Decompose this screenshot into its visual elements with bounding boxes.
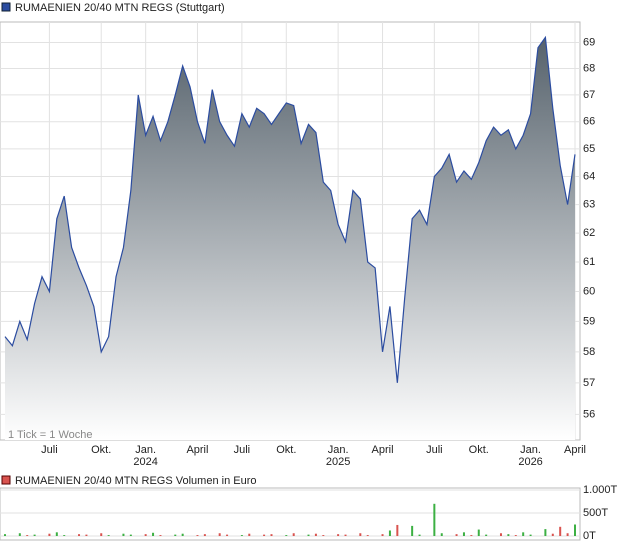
volume-bar (181, 533, 184, 536)
volume-bar (381, 534, 384, 536)
y-tick-label: 59 (583, 315, 595, 327)
volume-bar (4, 534, 6, 536)
y-tick-label: 64 (583, 170, 595, 182)
volume-bar (263, 534, 266, 536)
volume-bar (514, 535, 517, 536)
volume-bar (388, 530, 391, 536)
volume-bar (270, 534, 273, 536)
volume-title: RUMAENIEN 20/40 MTN REGS Volumen in Euro (15, 475, 256, 487)
volume-bar (129, 534, 132, 536)
volume-bar (559, 526, 562, 536)
volume-bar (574, 524, 576, 536)
y-tick-label: 65 (583, 143, 595, 155)
y-tick-label: 56 (583, 408, 595, 420)
volume-bar (314, 533, 317, 536)
y-tick-label: 60 (583, 285, 595, 297)
volume-bar (551, 533, 554, 536)
y-tick-label: 69 (583, 36, 595, 48)
volume-bar (566, 533, 569, 536)
volume-bar (433, 503, 436, 536)
volume-bar (307, 534, 310, 536)
volume-bar (440, 533, 443, 536)
legend-swatch (1, 2, 11, 12)
volume-bar (63, 535, 66, 536)
volume-bar (499, 533, 502, 536)
y-tick-label: 500T (583, 507, 608, 519)
volume-bar (144, 534, 147, 536)
volume-bar (470, 535, 473, 536)
volume-bar (322, 535, 325, 536)
x-tick-label: April (186, 444, 209, 456)
volume-bar (366, 535, 369, 536)
y-tick-label: 66 (583, 116, 595, 128)
x-tick-label: Juli (233, 444, 251, 456)
y-tick-label: 1.000T (583, 484, 618, 496)
volume-bar (337, 534, 340, 536)
y-tick-label: 62 (583, 227, 595, 239)
volume-bar (33, 534, 36, 536)
y-tick-label: 0T (583, 530, 596, 542)
volume-bar (411, 525, 414, 536)
y-tick-label: 61 (583, 256, 595, 268)
y-tick-label: 68 (583, 62, 595, 74)
chart-title: RUMAENIEN 20/40 MTN REGS (Stuttgart) (15, 2, 225, 14)
volume-bar (122, 533, 125, 536)
legend-swatch (1, 475, 11, 485)
volume-bar (159, 535, 162, 536)
annotation: 1 Tick = 1 Woche (8, 429, 92, 441)
plot-frame (0, 487, 581, 541)
volume-bar (462, 532, 465, 536)
price-area (5, 37, 575, 441)
volume-bar (359, 533, 362, 536)
volume-bar (85, 534, 88, 536)
y-tick-label: 67 (583, 89, 595, 101)
x-tick-label: Juli (41, 444, 58, 456)
volume-bar (55, 532, 58, 536)
volume-bar (344, 534, 347, 536)
x-tick-label: Jan. 2024 (133, 444, 158, 468)
volume-bar (529, 534, 532, 536)
volume-bar (455, 534, 458, 536)
volume-bar (544, 529, 547, 536)
volume-bar (485, 534, 488, 536)
price-line (4, 35, 576, 383)
volume-bar (285, 535, 288, 536)
volume-bar (248, 533, 251, 536)
volume-bar (292, 533, 295, 536)
x-tick-label: April (563, 444, 586, 456)
x-tick-label: Jan. 2025 (325, 444, 351, 468)
x-tick-label: Okt. (468, 444, 489, 456)
volume-bar (396, 524, 399, 536)
x-tick-label: Okt. (276, 444, 297, 456)
x-tick-label: Jan. 2026 (518, 444, 543, 468)
y-tick-label: 57 (583, 377, 595, 389)
x-tick-label: Okt. (91, 444, 112, 456)
volume-bar (152, 532, 155, 536)
volume-bar (107, 535, 110, 536)
volume-bar (48, 533, 51, 536)
volume-bar (18, 533, 21, 536)
volume-bar (78, 534, 81, 536)
volume-bar (218, 533, 221, 536)
volume-bar (196, 535, 199, 536)
volume-bar (203, 534, 206, 536)
volume-bar (418, 534, 421, 536)
x-tick-label: Juli (426, 444, 443, 456)
y-tick-label: 63 (583, 198, 595, 210)
volume-bar (522, 532, 525, 536)
y-tick-label: 58 (583, 346, 595, 358)
volume-bar (26, 535, 29, 536)
volume-bar (240, 535, 243, 536)
x-tick-label: April (371, 444, 394, 456)
volume-bar (507, 534, 510, 536)
volume-bar (174, 534, 177, 536)
volume-bar (100, 533, 103, 536)
volume-bar (226, 534, 229, 536)
volume-bar (477, 529, 480, 536)
